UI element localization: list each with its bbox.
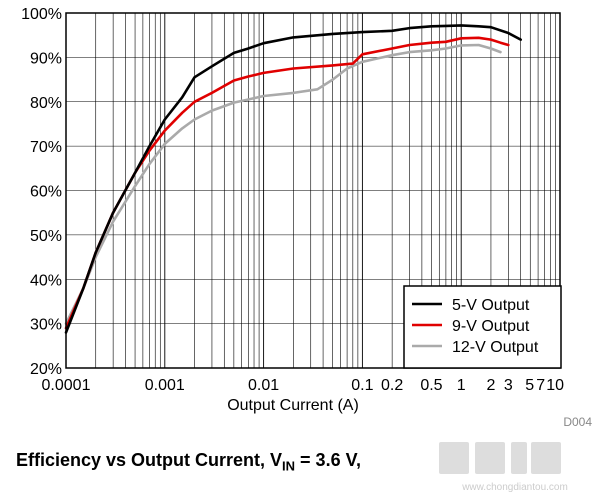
y-tick-label: 50% [30, 228, 62, 245]
x-tick-label: 1 [457, 377, 466, 394]
figure-caption: Efficiency vs Output Current, VIN = 3.6 … [16, 450, 361, 474]
x-tick-label: 0.5 [420, 377, 442, 394]
watermark-logo: www.chongdiantou.com [439, 442, 568, 493]
y-tick-labels: 20% 30% 40% 50% 60% 70% 80% 90% 100% [21, 6, 62, 378]
y-tick-label: 30% [30, 317, 62, 334]
legend-entry: 5-V Output [452, 297, 530, 314]
x-tick-label: 7 [536, 377, 545, 394]
series-line-2 [64, 36, 510, 330]
x-tick-label: 10 [546, 377, 564, 394]
y-tick-label: 40% [30, 272, 62, 289]
x-tick-label: 0.1 [351, 377, 373, 394]
series-layer [64, 24, 522, 334]
y-tick-label: 100% [21, 6, 62, 23]
x-tick-label: 0.2 [381, 377, 403, 394]
caption-prefix: Efficiency vs Output Current, V [16, 450, 283, 470]
legend-box [403, 285, 562, 369]
legend: 5-V Output 9-V Output 12-V Output [403, 285, 562, 369]
x-tick-label: 3 [504, 377, 513, 394]
y-tick-label: 20% [30, 361, 62, 378]
x-tick-labels: 0.0001 0.001 0.01 0.1 0.2 0.5 1 2 3 5 7 10 [42, 377, 565, 394]
x-tick-label: 5 [525, 377, 534, 394]
y-tick-label: 70% [30, 139, 62, 156]
watermark-text: www.chongdiantou.com [461, 482, 568, 493]
x-tick-label: 0.0001 [42, 377, 91, 394]
legend-entry: 12-V Output [452, 339, 539, 356]
x-axis-label: Output Current (A) [227, 397, 359, 414]
y-tick-label: 80% [30, 95, 62, 112]
y-tick-label: 90% [30, 50, 62, 67]
series-line-1 [64, 24, 522, 334]
plot-frame [65, 12, 561, 369]
x-tick-label: 0.001 [145, 377, 185, 394]
x-tick-label: 0.01 [248, 377, 279, 394]
series-line-3 [64, 43, 502, 325]
y-tick-label: 60% [30, 184, 62, 201]
caption-suffix: = 3.6 V, [295, 450, 361, 470]
efficiency-chart: 20% 30% 40% 50% 60% 70% 80% 90% 100% 0.0001 0.001… [21, 6, 592, 429]
legend-entry: 9-V Output [452, 318, 530, 335]
x-tick-label: 2 [486, 377, 495, 394]
caption-subscript: IN [282, 458, 296, 474]
figure-id: D004 [563, 415, 592, 429]
